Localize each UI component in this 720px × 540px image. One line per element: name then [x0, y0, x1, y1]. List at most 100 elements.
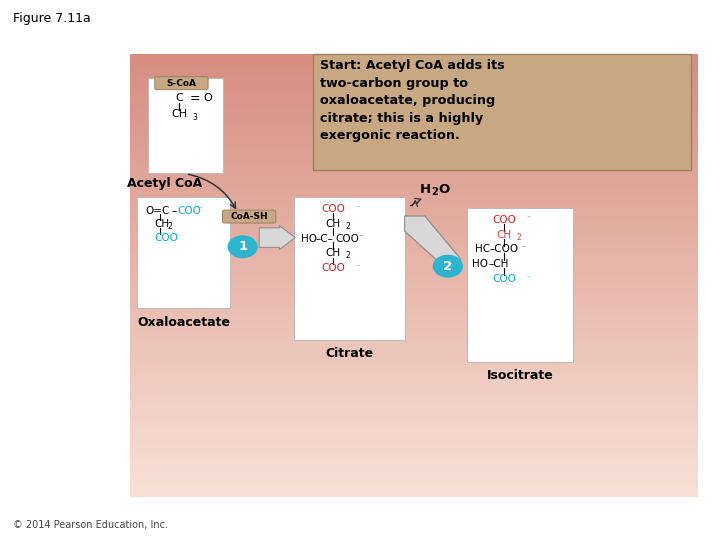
Bar	[130, 320, 698, 324]
Bar	[130, 479, 698, 483]
Text: CH: CH	[325, 219, 341, 229]
Bar	[130, 280, 698, 284]
Text: COO: COO	[492, 215, 516, 225]
Bar	[130, 68, 698, 72]
Text: ⁻: ⁻	[521, 244, 526, 252]
Bar	[130, 191, 698, 195]
Bar	[130, 116, 698, 120]
Bar	[130, 138, 698, 143]
Bar	[130, 103, 698, 107]
Text: ⁻: ⁻	[359, 233, 363, 241]
Bar	[130, 444, 698, 448]
Text: ⁻: ⁻	[356, 203, 360, 212]
Circle shape	[228, 236, 257, 258]
Bar	[130, 151, 698, 156]
Text: CH: CH	[325, 248, 341, 258]
Text: Figure 7.11a: Figure 7.11a	[13, 12, 91, 25]
Bar	[130, 368, 698, 373]
Bar	[130, 284, 698, 289]
Bar	[130, 245, 698, 249]
Bar	[130, 293, 698, 298]
Text: C: C	[176, 93, 183, 103]
Text: ⁻: ⁻	[527, 273, 531, 282]
Bar	[130, 63, 698, 68]
Bar	[130, 426, 698, 430]
Text: CH: CH	[154, 219, 169, 229]
Bar	[130, 85, 698, 90]
Bar	[130, 205, 698, 209]
Text: HO: HO	[301, 234, 317, 244]
Text: –COO: –COO	[490, 245, 518, 254]
Bar	[130, 156, 698, 160]
Bar	[130, 165, 698, 169]
Bar	[130, 461, 698, 466]
Bar	[130, 315, 698, 320]
Bar	[130, 235, 698, 240]
Bar	[130, 195, 698, 200]
FancyBboxPatch shape	[155, 77, 208, 90]
Text: Acetyl CoA: Acetyl CoA	[127, 177, 202, 190]
Text: 2: 2	[444, 260, 452, 273]
Bar	[130, 80, 698, 85]
Bar	[137, 197, 230, 308]
Bar	[130, 134, 698, 138]
Text: O: O	[438, 183, 450, 196]
Bar	[130, 355, 698, 360]
Text: 3: 3	[193, 113, 197, 122]
Bar	[130, 306, 698, 311]
Bar	[130, 169, 698, 173]
Bar	[130, 253, 698, 258]
Bar	[130, 187, 698, 191]
Text: =: =	[190, 92, 200, 105]
Bar	[130, 262, 698, 267]
Text: COO: COO	[321, 204, 345, 214]
Bar	[130, 98, 698, 103]
Bar	[130, 258, 698, 262]
Text: 2: 2	[167, 222, 172, 231]
Bar	[130, 466, 698, 470]
Bar	[130, 311, 698, 315]
FancyArrow shape	[259, 226, 295, 249]
Bar	[467, 208, 573, 362]
Bar	[130, 129, 698, 134]
Bar	[130, 120, 698, 125]
Bar	[130, 90, 698, 94]
Bar	[130, 338, 698, 342]
Bar	[130, 475, 698, 479]
FancyBboxPatch shape	[222, 210, 276, 223]
Text: –: –	[171, 206, 176, 215]
Bar	[130, 200, 698, 205]
Bar	[130, 435, 698, 439]
Text: –CH: –CH	[488, 259, 508, 269]
Text: ⁻: ⁻	[176, 232, 180, 240]
Polygon shape	[405, 216, 461, 269]
Text: 2: 2	[517, 233, 521, 242]
Bar	[130, 408, 698, 413]
Bar	[130, 492, 698, 497]
Text: ⁻: ⁻	[199, 205, 203, 213]
Bar	[130, 178, 698, 183]
Bar	[294, 197, 405, 340]
Text: ⁻: ⁻	[527, 214, 531, 222]
Bar	[130, 382, 698, 386]
Text: CH: CH	[496, 230, 511, 240]
Text: 2: 2	[431, 187, 438, 197]
Bar	[130, 360, 698, 364]
Text: Oxaloacetate: Oxaloacetate	[137, 316, 230, 329]
Bar	[130, 333, 698, 338]
Bar	[130, 373, 698, 377]
Text: O=C: O=C	[145, 206, 170, 215]
Bar	[130, 213, 698, 218]
Bar	[130, 413, 698, 417]
Bar	[130, 160, 698, 165]
Text: 2: 2	[346, 222, 351, 231]
Bar	[130, 390, 698, 395]
Bar	[130, 173, 698, 178]
Bar	[130, 271, 698, 275]
Bar	[130, 267, 698, 271]
Bar	[130, 183, 698, 187]
Bar	[130, 54, 698, 58]
Bar	[130, 72, 698, 76]
Circle shape	[433, 255, 462, 277]
Bar	[130, 94, 698, 98]
